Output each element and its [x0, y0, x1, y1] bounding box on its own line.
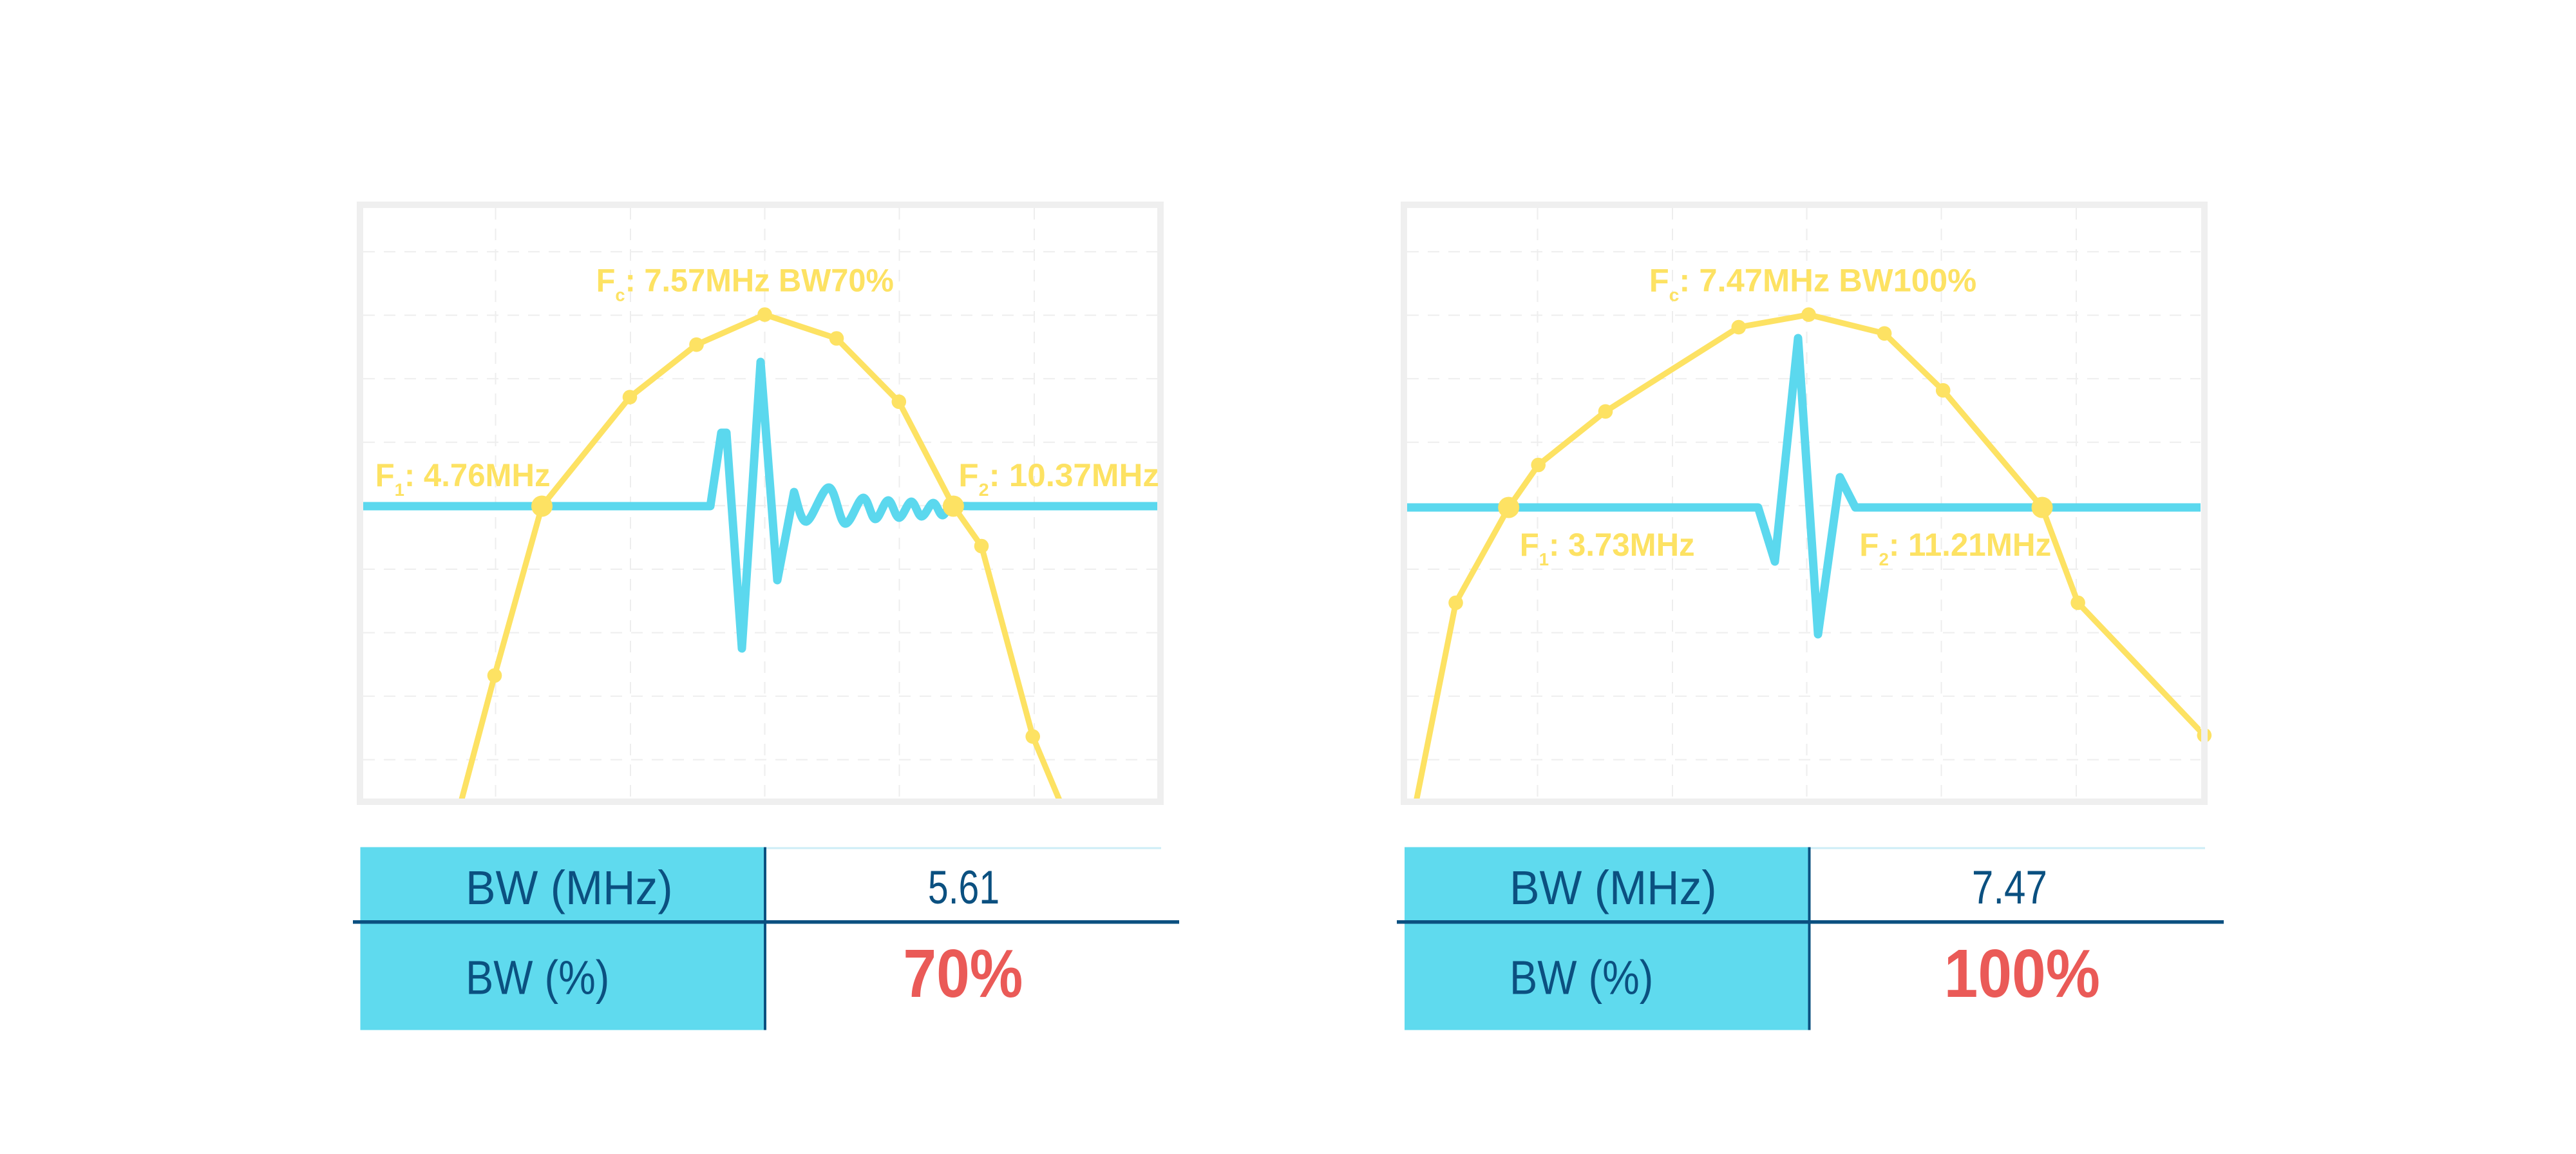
svg-text:BW (MHz): BW (MHz): [466, 862, 673, 914]
svg-text:5.61: 5.61: [928, 861, 999, 913]
svg-text:BW (%): BW (%): [466, 951, 609, 1005]
svg-text:Fc: 7.47MHz BW100%: Fc: 7.47MHz BW100%: [1649, 262, 1976, 305]
svg-text:BW (MHz): BW (MHz): [1510, 862, 1717, 914]
svg-text:70%: 70%: [903, 936, 1023, 1012]
svg-text:F2: 10.37MHz: F2: 10.37MHz: [958, 457, 1159, 500]
svg-text:F2: 11.21MHz: F2: 11.21MHz: [1859, 527, 2051, 569]
svg-text:BW (%): BW (%): [1510, 951, 1653, 1005]
svg-text:F1: 3.73MHz: F1: 3.73MHz: [1520, 527, 1695, 569]
svg-text:100%: 100%: [1944, 936, 2100, 1012]
svg-text:Fc: 7.57MHz BW70%: Fc: 7.57MHz BW70%: [596, 263, 894, 305]
svg-text:7.47: 7.47: [1972, 861, 2047, 914]
svg-text:F1: 4.76MHz: F1: 4.76MHz: [375, 457, 551, 500]
